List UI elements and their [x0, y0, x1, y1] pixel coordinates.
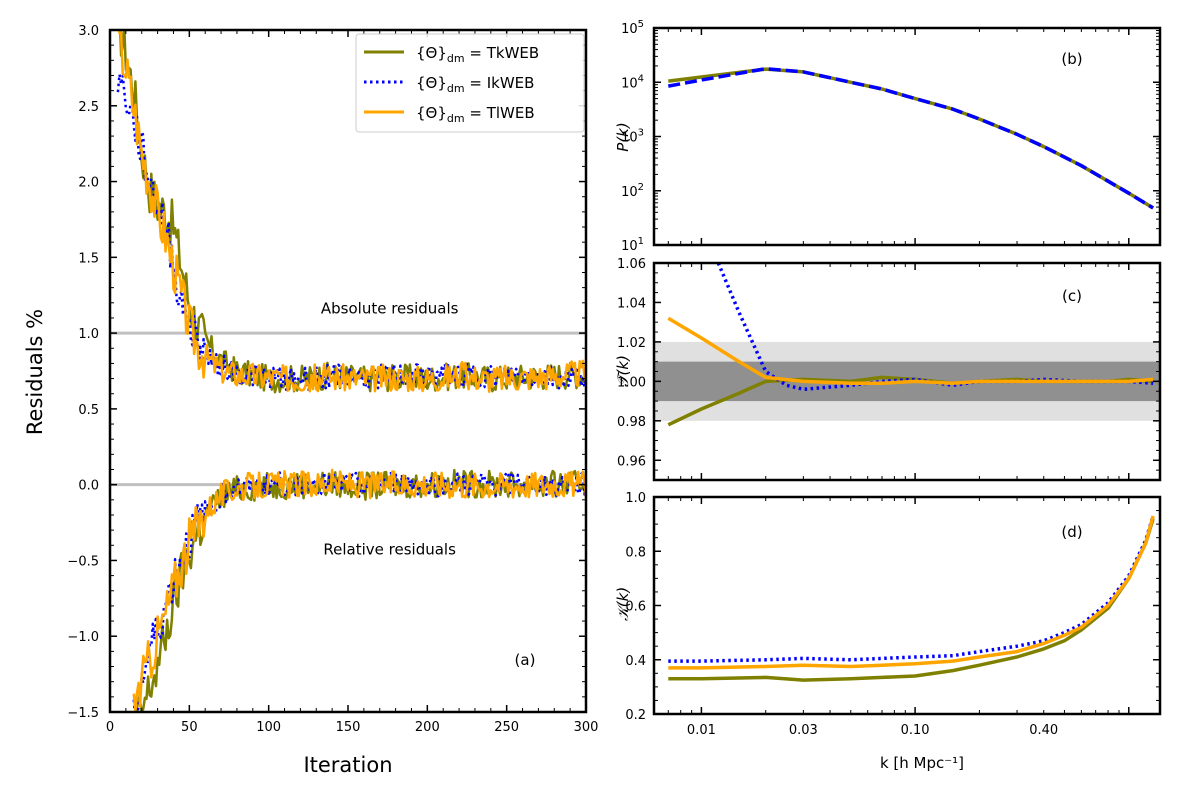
legend-label-tlweb: {Θ}dm = TlWEB — [416, 104, 535, 125]
y-tick-label: 3.0 — [78, 24, 99, 39]
series-tlweb-absolute — [117, 30, 586, 393]
legend-label-theta: {Θ} — [416, 44, 447, 62]
legend-label-tkweb: {Θ}dm = TkWEB — [416, 44, 539, 65]
y-tick-label: 102 — [621, 182, 644, 200]
y-tick-label: 0.6 — [625, 600, 646, 615]
y-tick-label: −0.5 — [67, 554, 99, 569]
y-tick-label-exp: 3 — [638, 128, 644, 139]
legend-label-ikweb: {Θ}dm = IkWEB — [416, 74, 534, 95]
y-tick-label: 1.0 — [625, 491, 646, 506]
legend-box — [355, 33, 585, 133]
axes-frame — [652, 495, 1162, 716]
panel-b-series — [667, 66, 1155, 210]
series-tlweb-relative — [132, 468, 586, 712]
panel-a-ylabel: Residuals % — [23, 309, 47, 435]
y-tick-label: 0.98 — [617, 415, 646, 430]
series-tlweb — [668, 515, 1155, 670]
panel-d-axes: 0.01 0.03 0.10 0.40 0.2 0.4 0.6 0.8 1.0 — [625, 491, 1162, 738]
panel-c-ylabel: 𝒯(k) — [614, 355, 632, 387]
x-tick-label: 0.01 — [687, 723, 716, 738]
x-tick-label: 100 — [256, 720, 281, 735]
panel-d-series — [668, 515, 1155, 682]
y-tick-label: 1.00 — [617, 375, 646, 390]
y-tick-label: 1.04 — [617, 296, 646, 311]
panel-c-label: (c) — [1062, 287, 1082, 305]
panel-d-ylabel: 𝒦(k) — [614, 587, 632, 621]
y-tick-label: 0.96 — [617, 454, 646, 469]
x-tick-label: 0.10 — [901, 723, 930, 738]
panel-a-title-absolute: Absolute residuals — [321, 299, 459, 317]
y-tick-label: 101 — [621, 236, 644, 254]
y-tick-label: 0.0 — [78, 479, 99, 494]
y-tick-label-base: 10 — [621, 185, 638, 200]
series-tlweb — [667, 316, 1154, 386]
series-tkweb — [668, 67, 1155, 210]
y-tick-label: 0.2 — [625, 708, 646, 723]
panel-d-xlabel: k [h Mpc⁻¹] — [880, 754, 964, 772]
y-tick-label: 0.5 — [78, 403, 99, 418]
y-tick-label: 0.4 — [625, 654, 646, 669]
legend-label-sub: dm — [447, 82, 465, 95]
legend-label-theta: {Θ} — [416, 74, 447, 92]
panel-a-label: (a) — [515, 651, 536, 669]
y-tick-label: 1.02 — [617, 336, 646, 351]
legend-label-sub: dm — [447, 112, 465, 125]
panel-a-series — [110, 30, 586, 712]
x-tick-label: 0.40 — [1029, 723, 1058, 738]
y-tick-label: 1.0 — [78, 327, 99, 342]
panel-a-title-relative: Relative residuals — [323, 540, 456, 558]
x-tick-label: 250 — [494, 720, 519, 735]
legend-label-theta: {Θ} — [416, 104, 447, 122]
x-tick-label: 0 — [106, 720, 114, 735]
series-ikweb-absolute — [116, 73, 586, 391]
y-tick-label-base: 10 — [621, 22, 638, 37]
legend-label-name: = IkWEB — [465, 74, 535, 92]
x-tick-label: 300 — [574, 720, 599, 735]
y-tick-label: 2.5 — [78, 100, 99, 115]
panel-d-label: (d) — [1061, 523, 1082, 541]
y-tick-label-exp: 5 — [638, 19, 644, 30]
x-tick-label: 50 — [181, 720, 198, 735]
axes-frame — [652, 26, 1162, 247]
y-tick-label-exp: 1 — [638, 236, 644, 247]
legend: {Θ}dm = TkWEB{Θ}dm = IkWEB{Θ}dm = TlWEB — [355, 33, 585, 133]
y-tick-label: 1.5 — [78, 251, 99, 266]
x-tick-label: 150 — [336, 720, 361, 735]
y-tick-label-base: 10 — [621, 131, 638, 146]
legend-label-name: = TkWEB — [465, 44, 540, 62]
panel-b-label: (b) — [1061, 50, 1082, 68]
y-tick-label-exp: 4 — [638, 73, 644, 84]
panel-a-axes: 0 50 100 150 200 250 300 −1.5 −1.0 −0.5 0.0 0.5 1.0 1… — [67, 24, 598, 735]
legend-label-name: = TlWEB — [465, 104, 535, 122]
y-tick-label: 103 — [621, 128, 644, 146]
y-tick-label: −1.0 — [67, 630, 99, 645]
panel-c-axes: 0.96 0.98 1.00 1.02 1.04 1.06 — [617, 257, 1162, 482]
panel-d-correlation: 0.01 0.03 0.10 0.40 0.2 0.4 0.6 0.8 1.0 (d) 𝒦(k)… — [614, 491, 1162, 772]
x-tick-label: 200 — [415, 720, 440, 735]
y-tick-label-base: 10 — [621, 239, 638, 254]
panel-a-xlabel: Iteration — [303, 753, 392, 777]
y-tick-label: 105 — [621, 19, 644, 37]
series-tkweb-relative — [135, 468, 586, 712]
y-tick-label: 1.06 — [617, 257, 646, 272]
y-tick-label-base: 10 — [621, 76, 638, 91]
y-tick-label: 2.0 — [78, 176, 99, 191]
y-tick-label: 0.8 — [625, 545, 646, 560]
panel-c-series — [667, 263, 1154, 427]
series-tkweb — [668, 518, 1155, 682]
panel-c-transfer: 0.96 0.98 1.00 1.02 1.04 1.06 (c) 𝒯(k) — [614, 257, 1162, 482]
panel-b-ylabel: P(k) — [614, 122, 632, 151]
panel-a-residuals: 0 50 100 150 200 250 300 −1.5 −1.0 −0.5 0.0 0.5 1.0 1… — [23, 24, 598, 777]
legend-label-sub: dm — [447, 52, 465, 65]
series-ikweb — [667, 66, 1155, 210]
series-ikweb-relative — [132, 470, 586, 712]
x-tick-label: 0.03 — [789, 723, 818, 738]
y-tick-label: −1.5 — [67, 706, 99, 721]
y-tick-label: 104 — [621, 73, 644, 91]
y-tick-label-exp: 2 — [638, 182, 644, 193]
